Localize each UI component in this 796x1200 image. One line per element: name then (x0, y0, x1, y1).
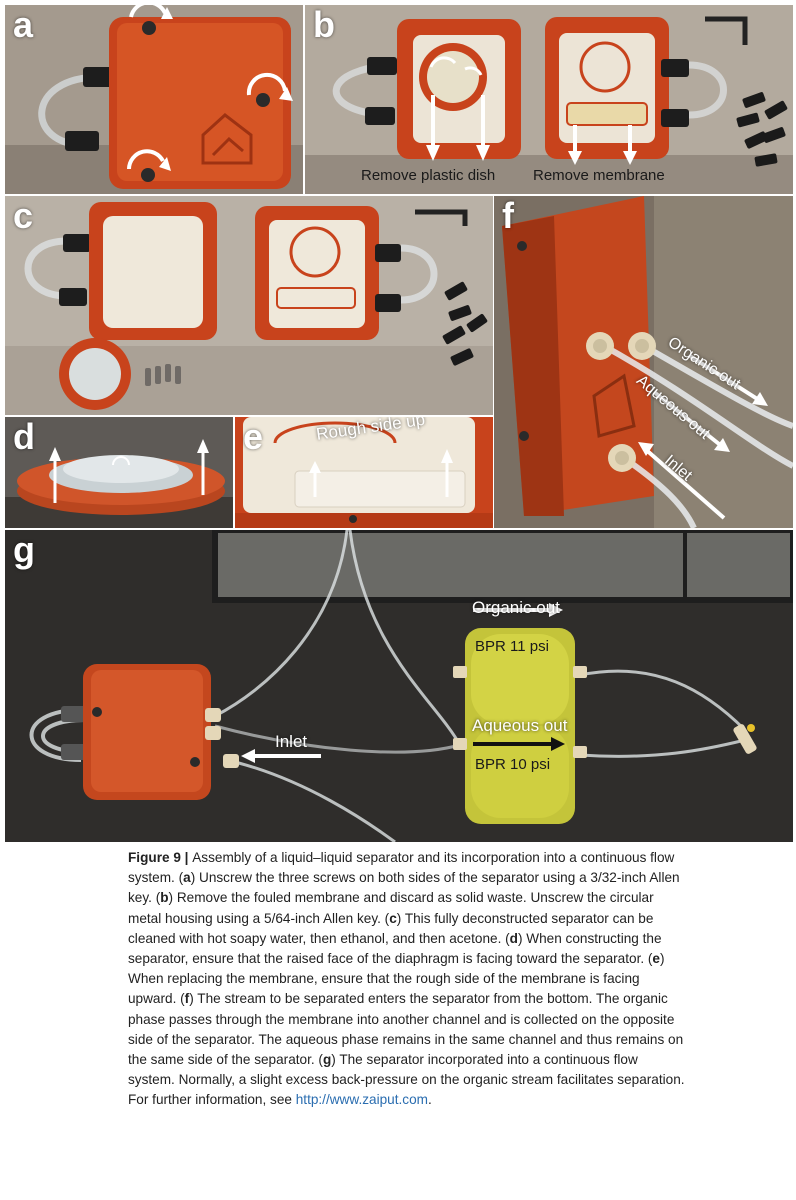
remove-plastic-dish-annotation: Remove plastic dish (361, 167, 495, 184)
caption-ref-d: d (510, 931, 518, 946)
panel-b: b Remove plastic dish Remove membrane (305, 5, 793, 194)
figure-caption: Figure 9 | Assembly of a liquid–liquid s… (128, 848, 688, 1111)
caption-ref-c: c (389, 911, 397, 926)
zaiput-link[interactable]: http://www.zaiput.com (296, 1092, 428, 1107)
panel-d-label: d (13, 419, 35, 455)
caption-ref-b: b (160, 890, 168, 905)
aqueous-out-annotation-g: Aqueous out (472, 716, 567, 736)
panel-g-label: g (13, 532, 35, 568)
panel-d: d (5, 417, 233, 528)
panel-d-photo (5, 417, 233, 528)
bpr-10-psi-label: BPR 10 psi (475, 756, 550, 773)
bpr-11-psi-label: BPR 11 psi (475, 638, 549, 655)
remove-membrane-annotation: Remove membrane (533, 167, 665, 184)
panel-c-photo (5, 196, 493, 415)
panel-c: c (5, 196, 493, 415)
inlet-annotation-g: Inlet (275, 732, 307, 752)
panel-g-photo (5, 530, 793, 842)
panel-b-label: b (313, 7, 335, 43)
caption-ref-e: e (652, 951, 660, 966)
panel-g: g Organic out BPR 11 psi Aqueous out BPR… (5, 530, 793, 842)
panel-f-label: f (502, 198, 514, 234)
caption-ref-a: a (183, 870, 191, 885)
panel-e: e Rough side up (235, 417, 493, 528)
panel-f-photo (494, 196, 793, 528)
panel-a: a (5, 5, 303, 194)
organic-out-annotation-g: Organic out (472, 598, 560, 618)
panel-b-photo (305, 5, 793, 194)
panel-e-label: e (243, 419, 263, 455)
panel-a-photo (5, 5, 303, 194)
panel-f: f Organic out Aqueous out Inlet (494, 196, 793, 528)
caption-text-9: . (428, 1092, 432, 1107)
panel-a-label: a (13, 7, 33, 43)
caption-title: Figure 9 | (128, 850, 192, 865)
panel-c-label: c (13, 198, 33, 234)
